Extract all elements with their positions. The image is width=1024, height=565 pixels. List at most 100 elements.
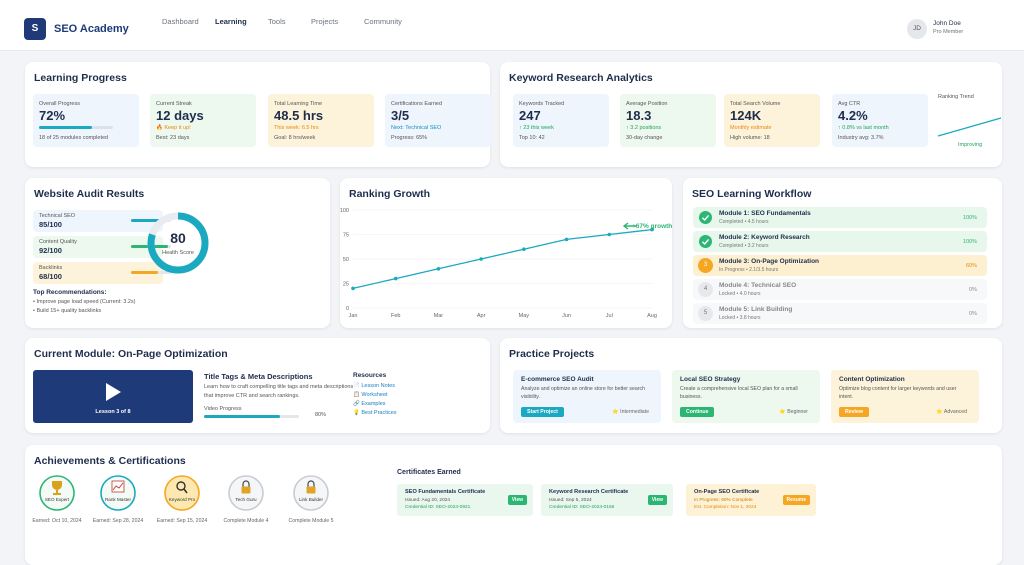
project-description: Analyze and optimize an online store for… [521,386,645,400]
recommendation: • Improve page load speed (Current: 3.2s… [33,299,136,305]
card: Keyword Research Analytics Keywords Track… [500,62,1002,167]
certificate-button[interactable]: View [507,495,527,505]
point [522,247,526,251]
avatar[interactable]: JD [907,19,927,39]
module-title: Module 4: Technical SEO [719,282,797,289]
badge-name: Rank Master [105,497,132,502]
module-detail: Locked • 3.8 hours [719,315,761,321]
card: Practice Projects E-commerce SEO Audit Ana… [500,338,1002,433]
module-row: 5 Module 5: Link Building Locked • 3.8 hou… [693,303,987,324]
stat-card: Total Search Volume 124K Monthly estimate H… [724,94,820,147]
stat-label: Certifications Earned [391,101,443,107]
stat-card: Overall Progress 72% 18 of 25 modules comp… [33,94,139,147]
badge-icon [112,482,124,491]
module-title: Module 2: Keyword Research [719,234,810,241]
certificate-card: Keyword Research Certificate Issued: Sep … [541,484,673,516]
resource-link[interactable]: 💡 Best Practices [353,410,397,416]
graphic: Tech Guru [228,475,264,511]
card: Current Module: On-Page Optimization Less… [25,338,490,433]
module-detail: Locked • 4.0 hours [719,291,761,297]
certificate-issued: In Progress: 60% Complete [694,498,753,503]
nav-link[interactable]: Community [364,17,402,26]
metric-card: Backlinks 68/100 [33,262,171,284]
module-percent: 100% [962,215,977,221]
project-card: Content Optimization Optimize blog conten… [831,370,979,423]
card: Website Audit Results Technical SEO 85/100… [25,178,330,328]
stat-card: Keywords Tracked 247 ↑ 23 this week Top 10:… [513,94,609,147]
y-tick-label: 100 [340,208,349,214]
stat-value: 48.5 hrs [274,108,324,123]
project-button[interactable]: Start Project [521,407,564,417]
video-player[interactable]: Lesson 3 of 8 [33,370,193,423]
stat-note: Top 10: 42 [519,135,545,141]
badge-caption: Earned: Sep 28, 2024 [92,518,144,524]
badge-name: Keyword Pro [169,497,196,502]
project-button[interactable]: Continue [680,407,715,417]
card-title: Website Audit Results [34,188,145,200]
stat-label: Average Position [626,101,668,107]
certificates-title: Certificates Earned [397,469,461,476]
graphic: 80 Health Score [147,212,209,274]
play-icon [106,383,121,401]
module-row: 4 Module 4: Technical SEO Locked • 4.0 hou… [693,279,987,300]
stat-label: Overall Progress [39,101,80,107]
brand: SEO Academy [54,23,129,35]
step-icon: 5 [698,306,713,321]
resource-link[interactable]: 📋 Worksheet [353,392,388,398]
certificate-button[interactable]: Resume [782,495,810,505]
graphic: SEO Expert [39,475,75,511]
nav-link[interactable]: Learning [215,17,247,26]
project-button[interactable]: Review [839,407,869,417]
certificate-button[interactable]: View [647,495,667,505]
graphic [699,235,712,248]
stat-note: Goal: 8 hrs/week [274,135,316,141]
card: Ranking Growth 0 25 50 75 100 Jan Feb Mar Apr May J… [340,178,672,328]
point [607,232,612,237]
x-tick-label: Aug [647,313,657,319]
resource-link[interactable]: 📄 Lesson Notes [353,383,396,389]
step-icon: 4 [698,282,713,297]
stat-highlight: Monthly estimate [730,125,772,131]
stat-label: Avg CTR [838,101,861,107]
module-percent: 100% [962,239,977,245]
card-title: Achievements & Certifications [34,455,186,467]
graphic: Keyword Pro [164,475,200,511]
metric-fill [131,219,165,222]
certificate-issued: Issued: Sep 5, 2024 [549,498,592,503]
gauge-value: 80 [170,230,186,246]
badge [164,475,200,511]
resources-title: Resources [353,372,387,379]
certificate-credential: Credential ID: SEO-2024-0156 [549,505,615,510]
card-title: Keyword Research Analytics [509,72,653,84]
user-role: Pro Member [933,29,964,35]
metric-score: 68/100 [39,272,62,281]
nav-link[interactable]: Projects [311,17,339,26]
certificate-name: SEO Fundamentals Certificate [405,489,486,495]
metric-label: Content Quality [39,239,77,245]
module-detail: In Progress • 2.1/3.5 hours [719,267,779,273]
recommendation: • Build 15+ quality backlinks [33,308,102,314]
video-progress-label: Video Progress [204,406,242,412]
badge [100,475,136,511]
video-progress-track [204,415,299,418]
stat-highlight: This week: 6.5 hrs [274,125,319,131]
badge-icon [52,481,62,495]
nav-link[interactable]: Tools [268,17,286,26]
stat-label: Total Learning Time [274,101,322,107]
project-description: Create a comprehensive local SEO plan fo… [680,386,798,400]
stat-highlight: ↑ 23 this week [519,125,554,131]
project-card: E-commerce SEO Audit Analyze and optimize… [513,370,661,423]
stat-value: 18.3 [626,108,652,123]
stat-note: 30-day change [626,135,663,141]
nav-link[interactable]: Dashboard [162,17,199,26]
badge-icon [306,486,316,494]
stat-value: 4.2% [838,108,868,123]
metric-label: Technical SEO [39,213,76,219]
badge-caption: Earned: Sep 15, 2024 [156,518,208,524]
x-tick-label: Jun [562,313,571,319]
x-tick-label: Jul [606,313,613,319]
certificate-card: SEO Fundamentals Certificate Issued: Aug … [397,484,533,516]
resource-link[interactable]: 🔗 Examples [353,401,386,407]
y-tick-label: 75 [343,233,349,239]
y-tick-label: 25 [343,282,349,288]
